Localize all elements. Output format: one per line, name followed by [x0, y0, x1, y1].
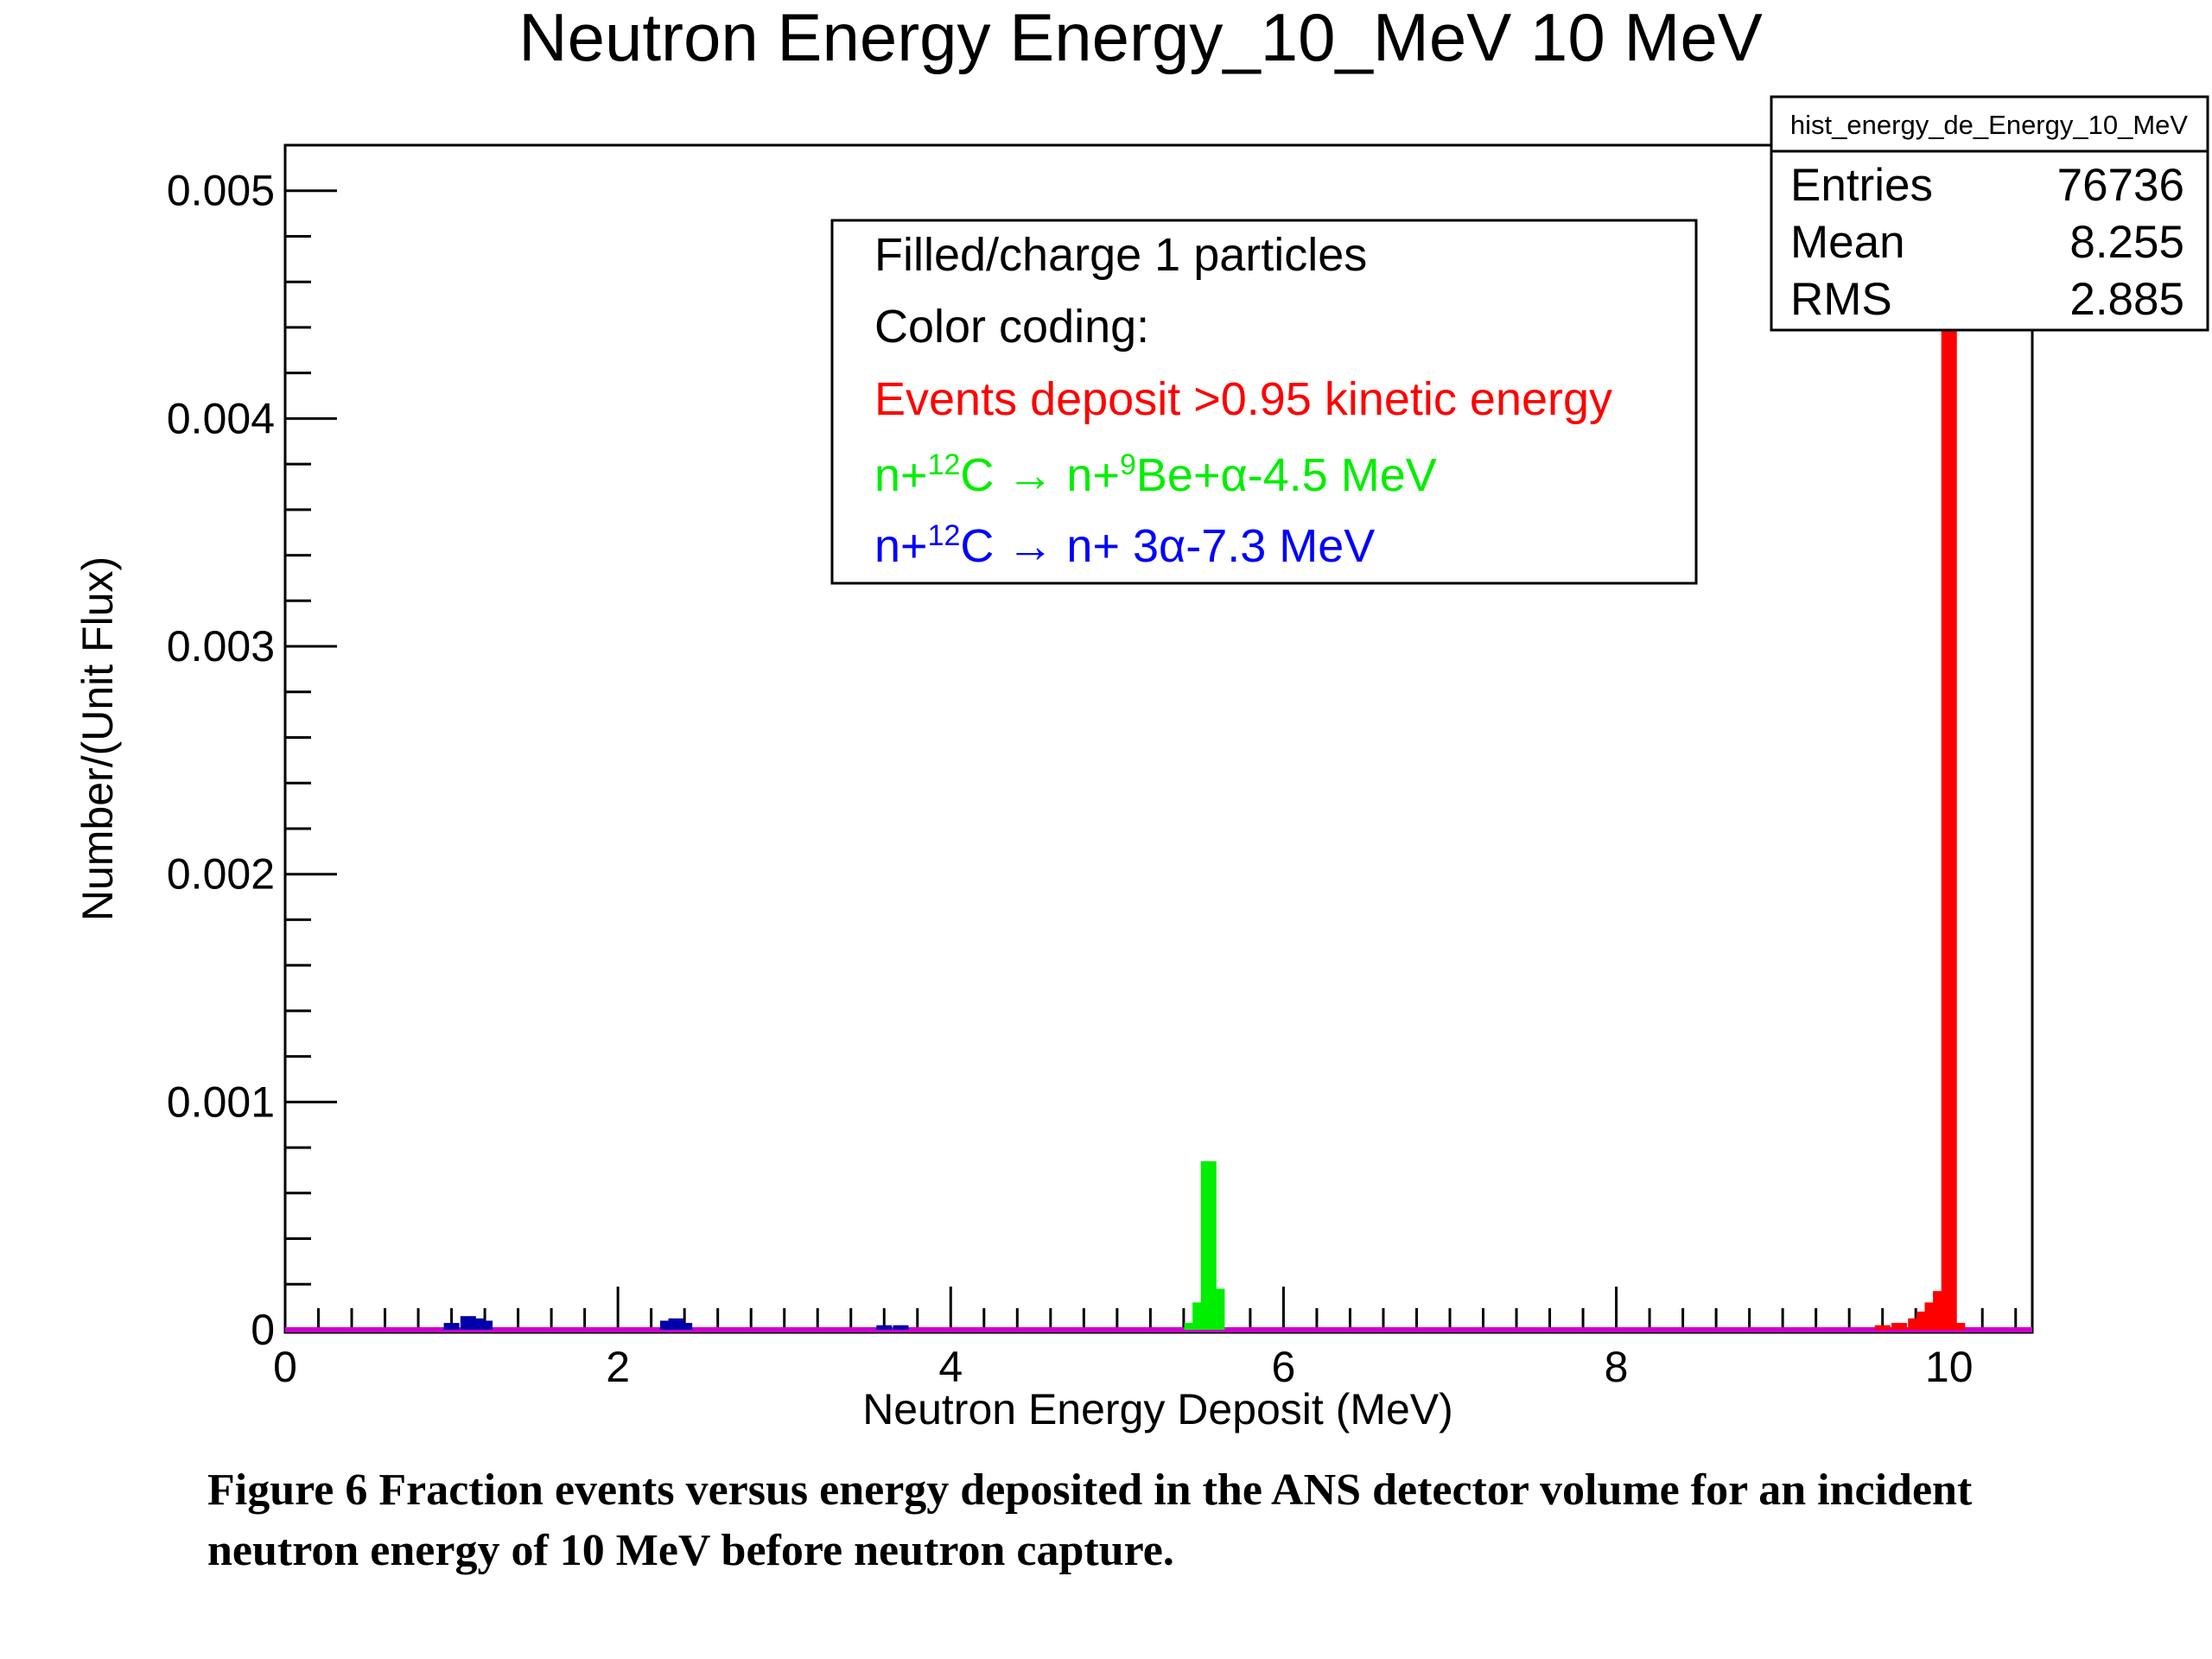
legend-line-4: n+12C → n+9Be+α-4.5 MeV [874, 448, 1437, 501]
stats-label-mean: Mean [1790, 217, 1905, 268]
y-tick-label: 0.001 [167, 1077, 275, 1126]
histogram-bar [659, 1320, 676, 1330]
y-tick-label: 0 [251, 1306, 275, 1354]
histogram-bars [443, 213, 1966, 1330]
x-tick-label: 10 [1925, 1343, 1974, 1391]
x-tick-label: 0 [273, 1343, 297, 1391]
legend-line-2: Color coding: [874, 301, 1149, 353]
x-axis-label: Neutron Energy Deposit (MeV) [862, 1385, 1453, 1433]
stats-value-mean: 8.255 [2069, 217, 2184, 268]
x-tick-label: 8 [1605, 1343, 1629, 1391]
histogram-bar [1941, 213, 1957, 1330]
stats-value-rms: 2.885 [2069, 274, 2184, 325]
y-axis: 0 0.001 0.002 0.003 0.004 0.005 [167, 143, 337, 1354]
histogram-bar [677, 1323, 693, 1330]
histogram-bar [1184, 1323, 1200, 1330]
histogram-bar [443, 1323, 460, 1330]
histogram-bar [1874, 1325, 1891, 1330]
stats-label-rms: RMS [1790, 274, 1892, 325]
histogram-bar [1891, 1323, 1907, 1330]
legend-line-3: Events deposit >0.95 kinetic energy [874, 373, 1612, 425]
y-tick-label: 0.003 [167, 622, 275, 671]
stats-label-entries: Entries [1790, 160, 1933, 211]
x-tick-label: 4 [938, 1343, 963, 1391]
y-tick-label: 0.005 [167, 167, 275, 215]
x-axis: 0 2 4 6 8 10 [273, 1287, 2018, 1391]
histogram-bar [477, 1320, 493, 1330]
histogram-bar [1200, 1160, 1217, 1330]
legend-line-1: Filled/charge 1 particles [874, 229, 1367, 281]
x-tick-label: 2 [606, 1343, 630, 1391]
stats-box: hist_energy_de_Energy_10_MeV Entries 767… [1770, 95, 2209, 332]
stats-title: hist_energy_de_Energy_10_MeV [1790, 110, 2188, 140]
y-tick-label: 0.004 [167, 394, 275, 442]
y-axis-label: Number/(Unit Flux) [73, 556, 122, 921]
legend-box: Filled/charge 1 particles Color coding: … [830, 219, 1698, 585]
figure-caption: Figure 6 Fraction events versus energy d… [207, 1465, 1973, 1575]
histogram-bar [1209, 1288, 1225, 1330]
x-tick-label: 6 [1272, 1343, 1296, 1391]
stats-value-entries: 76736 [2057, 160, 2184, 211]
chart-title: Neutron Energy Energy_10_MeV 10 MeV [518, 0, 1763, 75]
histogram-bar [893, 1325, 909, 1330]
y-tick-label: 0.002 [167, 850, 275, 899]
legend-line-5: n+12C → n+ 3α-7.3 MeV [874, 519, 1375, 572]
histogram-bar [1949, 1323, 1966, 1330]
histogram-bar [876, 1325, 893, 1330]
